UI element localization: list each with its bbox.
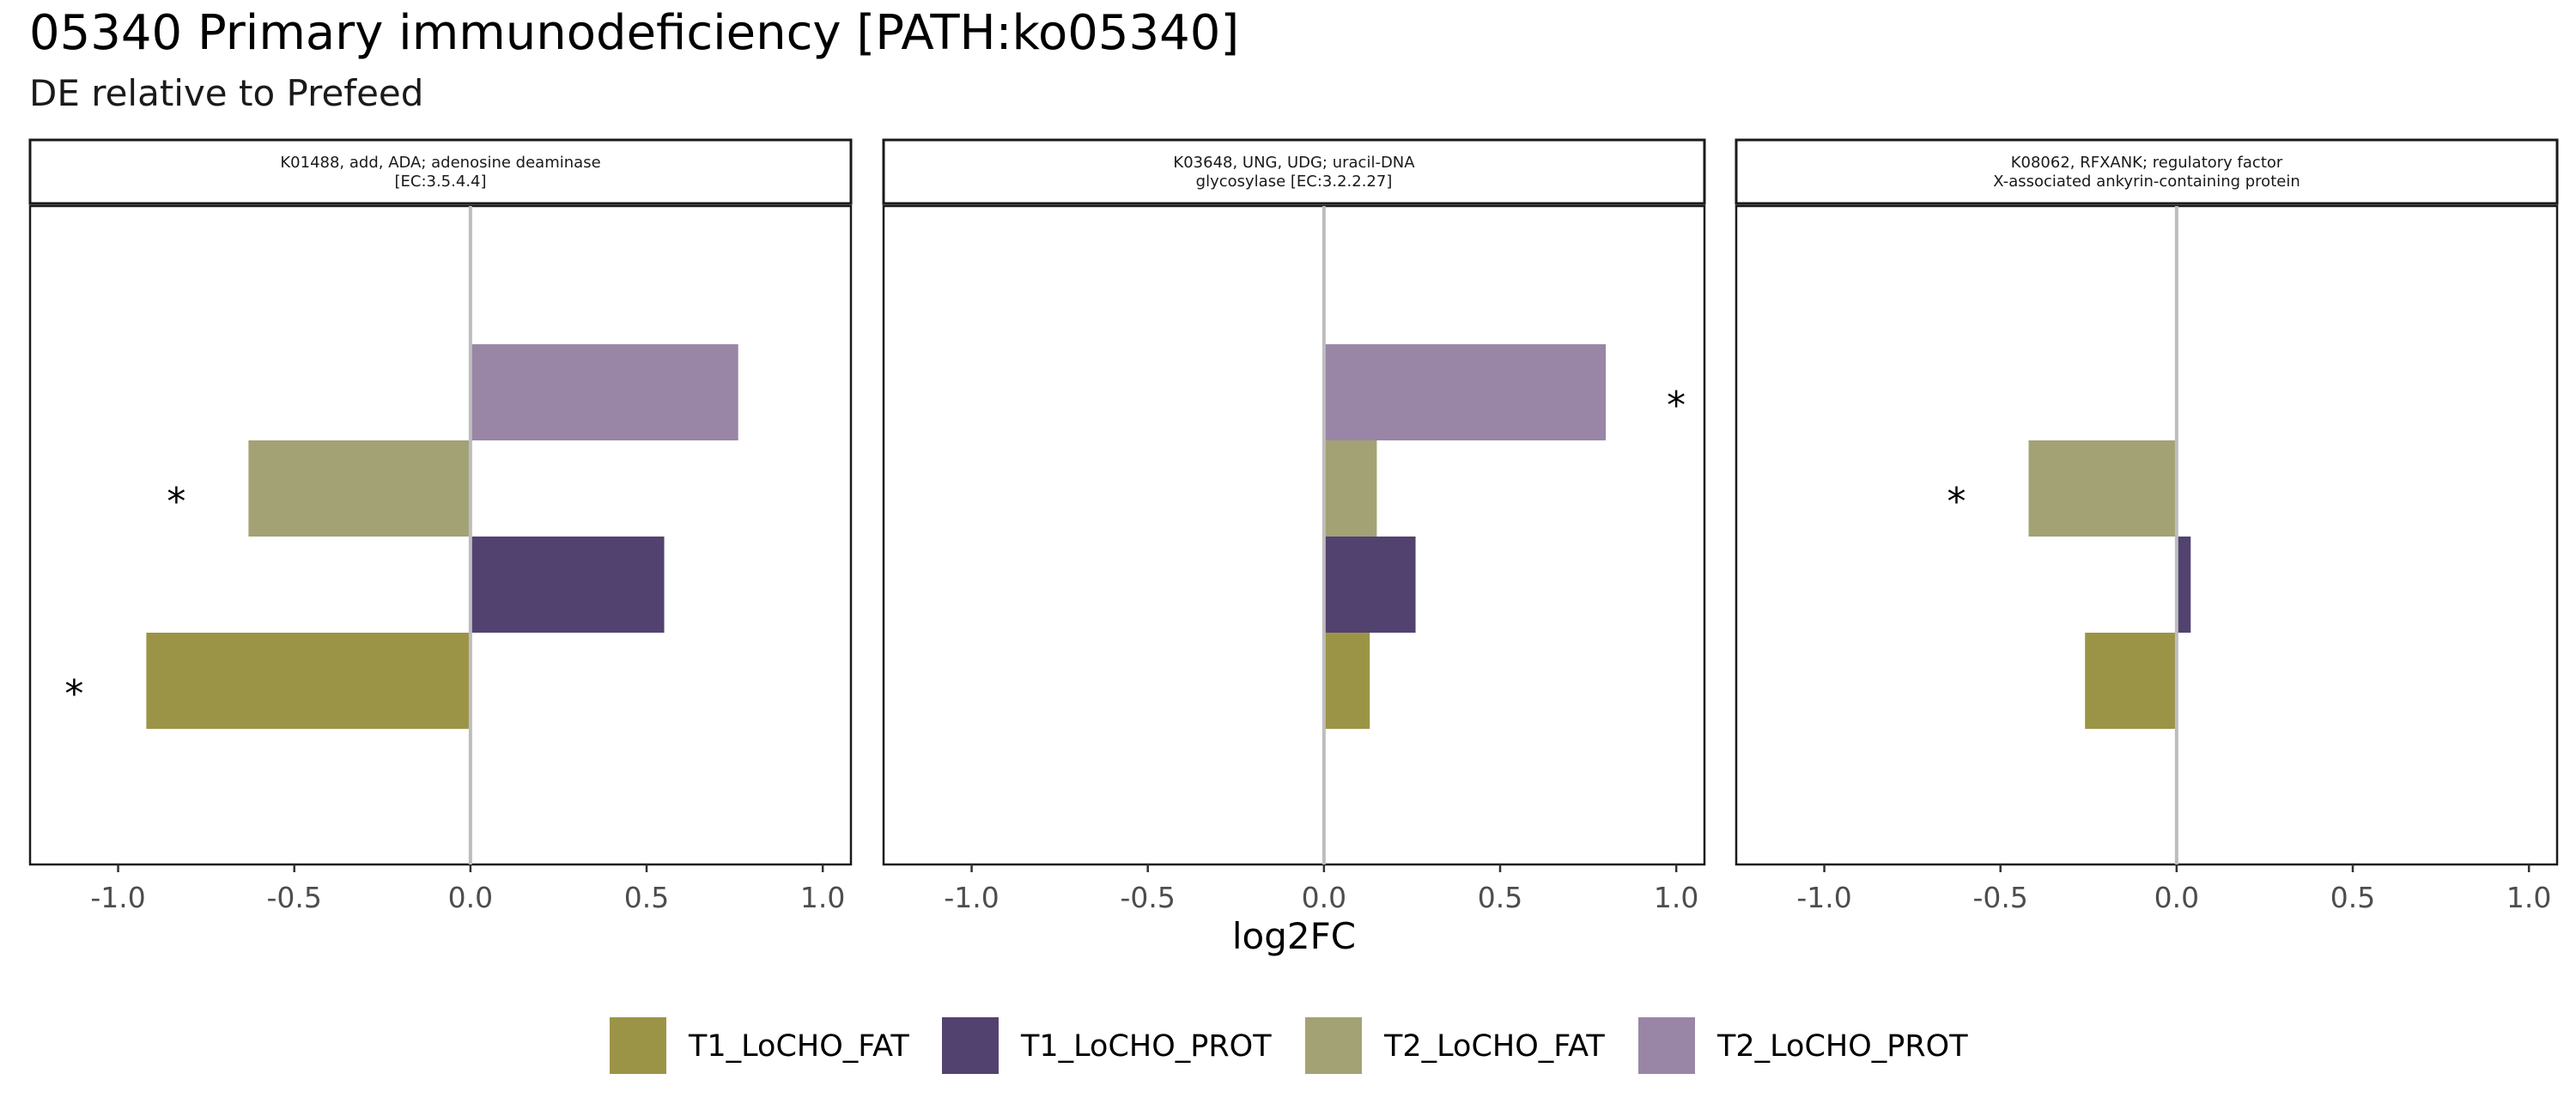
x-axis-label: log2FC	[1232, 915, 1356, 957]
bar-t1-locho-fat	[1323, 633, 1370, 729]
bar-t2-locho-prot	[470, 344, 738, 440]
x-tick-label: -0.5	[267, 881, 322, 914]
bar-t2-locho-fat	[248, 440, 471, 537]
facet-strip	[882, 138, 1706, 205]
chart-title: 05340 Primary immunodeficiency [PATH:ko0…	[29, 5, 1240, 61]
facet-strip-label: glycosylase [EC:3.2.2.27]	[1196, 173, 1393, 191]
x-tick-label: 1.0	[1654, 881, 1698, 914]
x-tick-label: 0.0	[2154, 881, 2199, 914]
x-tick-label: -0.5	[1973, 881, 2028, 914]
bar-t2-locho-prot	[1323, 344, 1607, 440]
significance-marker: *	[64, 672, 83, 716]
x-tick-label: -1.0	[1796, 881, 1851, 914]
significance-marker: *	[167, 480, 185, 524]
facet-strip-label: K03648, UNG, UDG; uracil-DNA	[1173, 154, 1415, 172]
x-tick-label: 0.5	[624, 881, 669, 914]
panel-frame	[882, 204, 1706, 866]
x-tick-label: -0.5	[1121, 881, 1176, 914]
legend-label: T1_LoCHO_PROT	[1020, 1029, 1272, 1064]
bar-t2-locho-fat	[2028, 440, 2177, 537]
x-tick-label: 0.0	[448, 881, 493, 914]
significance-marker: *	[1667, 384, 1686, 428]
bar-t1-locho-prot	[2176, 537, 2191, 633]
bar-t1-locho-fat	[146, 633, 471, 729]
x-tick-label: 0.5	[2330, 881, 2375, 914]
significance-marker: *	[1947, 480, 1966, 524]
x-tick-label: -1.0	[944, 881, 999, 914]
x-tick-label: 1.0	[800, 881, 845, 914]
x-tick-label: -1.0	[90, 881, 145, 914]
legend-swatch-t2-locho-fat	[1305, 1017, 1362, 1074]
bar-t2-locho-fat	[1323, 440, 1377, 537]
legend-label: T2_LoCHO_PROT	[1716, 1029, 1968, 1064]
facet-strip-label: X-associated ankyrin-containing protein	[1993, 173, 2300, 191]
facet-strip	[28, 138, 853, 205]
legend-label: T1_LoCHO_FAT	[688, 1029, 909, 1064]
facet-strip-label: K08062, RFXANK; regulatory factor	[2011, 154, 2283, 172]
legend-swatch-t1-locho-prot	[942, 1017, 999, 1074]
x-tick-label: 0.5	[1478, 881, 1522, 914]
x-tick-label: 0.0	[1302, 881, 1346, 914]
legend-label: T2_LoCHO_FAT	[1383, 1029, 1605, 1064]
legend-swatch-t2-locho-prot	[1638, 1017, 1695, 1074]
legend-swatch-t1-locho-fat	[610, 1017, 666, 1074]
facet-strip	[1735, 138, 2559, 205]
bar-t1-locho-prot	[1323, 537, 1416, 633]
chart-subtitle: DE relative to Prefeed	[29, 72, 424, 114]
facet-strip-label: [EC:3.5.4.4]	[394, 173, 486, 191]
bar-t1-locho-fat	[2085, 633, 2177, 729]
bar-t1-locho-prot	[470, 537, 665, 633]
x-tick-label: 1.0	[2506, 881, 2551, 914]
facet-strip-label: K01488, add, ADA; adenosine deaminase	[280, 154, 600, 172]
